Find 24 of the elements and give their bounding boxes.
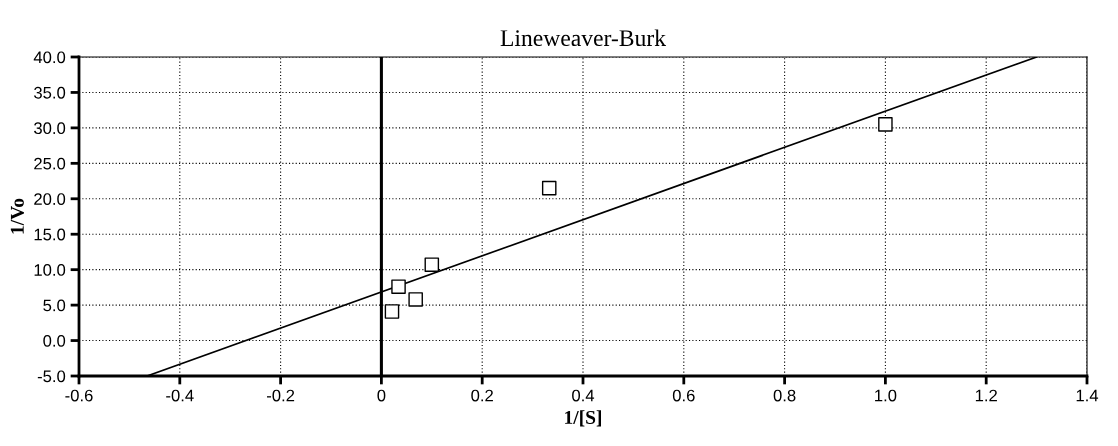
y-axis-title: 1/Vo xyxy=(10,198,24,234)
x-tick-label: 1.4 xyxy=(1076,389,1099,402)
x-tick-label: -0.6 xyxy=(65,389,93,402)
x-tick-label: 0.2 xyxy=(471,389,493,402)
y-tick-label: 0.0 xyxy=(43,334,66,347)
y-tick-label: 25.0 xyxy=(34,157,66,170)
chart-title: Lineweaver-Burk xyxy=(500,29,667,47)
x-tick-label: 0.8 xyxy=(773,389,796,402)
x-tick-label: 0.6 xyxy=(672,389,695,402)
x-tick-label: -0.2 xyxy=(266,389,295,402)
y-tick-label: 5.0 xyxy=(43,299,66,312)
x-tick-label: 1.0 xyxy=(875,389,897,402)
x-tick-label: -0.4 xyxy=(166,389,194,402)
y-tick-label: -5.0 xyxy=(37,370,66,383)
y-tick-label: 15.0 xyxy=(34,228,66,241)
y-tick-label: 10.0 xyxy=(34,264,66,276)
y-tick-label: 35.0 xyxy=(34,86,66,99)
y-tick-label: 30.0 xyxy=(34,122,66,135)
x-tick-label: 1.2 xyxy=(975,389,997,402)
x-axis-title: 1/[S] xyxy=(565,410,601,427)
y-tick-label: 20.0 xyxy=(34,193,66,205)
y-tick-label: 40.0 xyxy=(33,51,66,64)
x-tick-label: 0 xyxy=(377,389,386,402)
x-tick-label: 0.4 xyxy=(572,389,595,402)
